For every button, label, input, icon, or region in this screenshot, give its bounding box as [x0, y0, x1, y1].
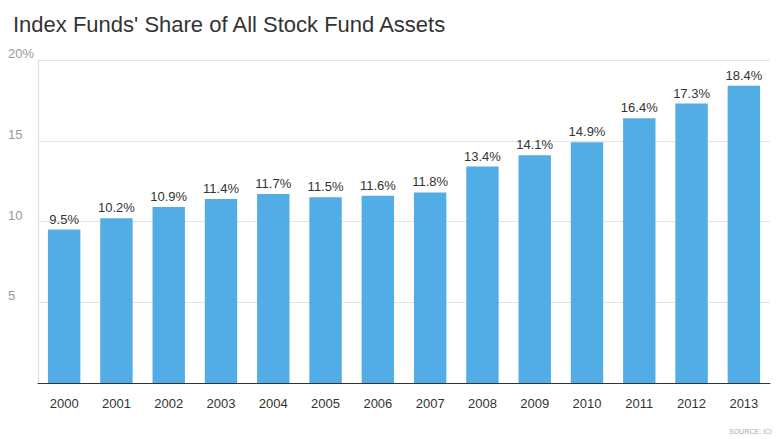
svg-text:2006: 2006	[363, 396, 392, 411]
svg-text:2000: 2000	[50, 396, 79, 411]
svg-text:11.7%: 11.7%	[255, 176, 291, 191]
svg-text:11.6%: 11.6%	[360, 178, 396, 193]
svg-text:2004: 2004	[259, 396, 288, 411]
svg-text:11.4%: 11.4%	[203, 181, 239, 196]
svg-text:18.4%: 18.4%	[725, 68, 762, 83]
svg-text:9.5%: 9.5%	[49, 212, 79, 227]
svg-text:2007: 2007	[416, 396, 445, 411]
svg-text:2009: 2009	[520, 396, 549, 411]
svg-text:11.5%: 11.5%	[308, 179, 344, 194]
svg-text:2013: 2013	[729, 396, 758, 411]
svg-text:10.2%: 10.2%	[98, 200, 135, 215]
svg-text:2003: 2003	[207, 396, 236, 411]
svg-text:13.4%: 13.4%	[464, 149, 501, 164]
svg-text:Index Funds' Share of All Stoc: Index Funds' Share of All Stock Fund Ass…	[13, 12, 445, 37]
svg-text:11.8%: 11.8%	[412, 174, 448, 189]
svg-text:14.1%: 14.1%	[516, 137, 553, 152]
svg-text:14.9%: 14.9%	[569, 124, 606, 139]
svg-text:2011: 2011	[625, 396, 653, 411]
svg-text:16.4%: 16.4%	[621, 100, 658, 115]
svg-text:15: 15	[8, 127, 22, 142]
svg-text:2010: 2010	[573, 396, 602, 411]
svg-text:2005: 2005	[311, 396, 340, 411]
svg-text:10: 10	[8, 208, 22, 223]
svg-text:5: 5	[8, 288, 15, 303]
svg-text:2012: 2012	[677, 396, 706, 411]
svg-text:10.9%: 10.9%	[150, 189, 187, 204]
svg-text:20%: 20%	[8, 46, 34, 61]
svg-text:17.3%: 17.3%	[673, 86, 710, 101]
svg-text:2008: 2008	[468, 396, 497, 411]
svg-text:SOURCE: ICI: SOURCE: ICI	[729, 428, 772, 435]
svg-text:2002: 2002	[154, 396, 183, 411]
svg-text:2001: 2001	[102, 396, 131, 411]
